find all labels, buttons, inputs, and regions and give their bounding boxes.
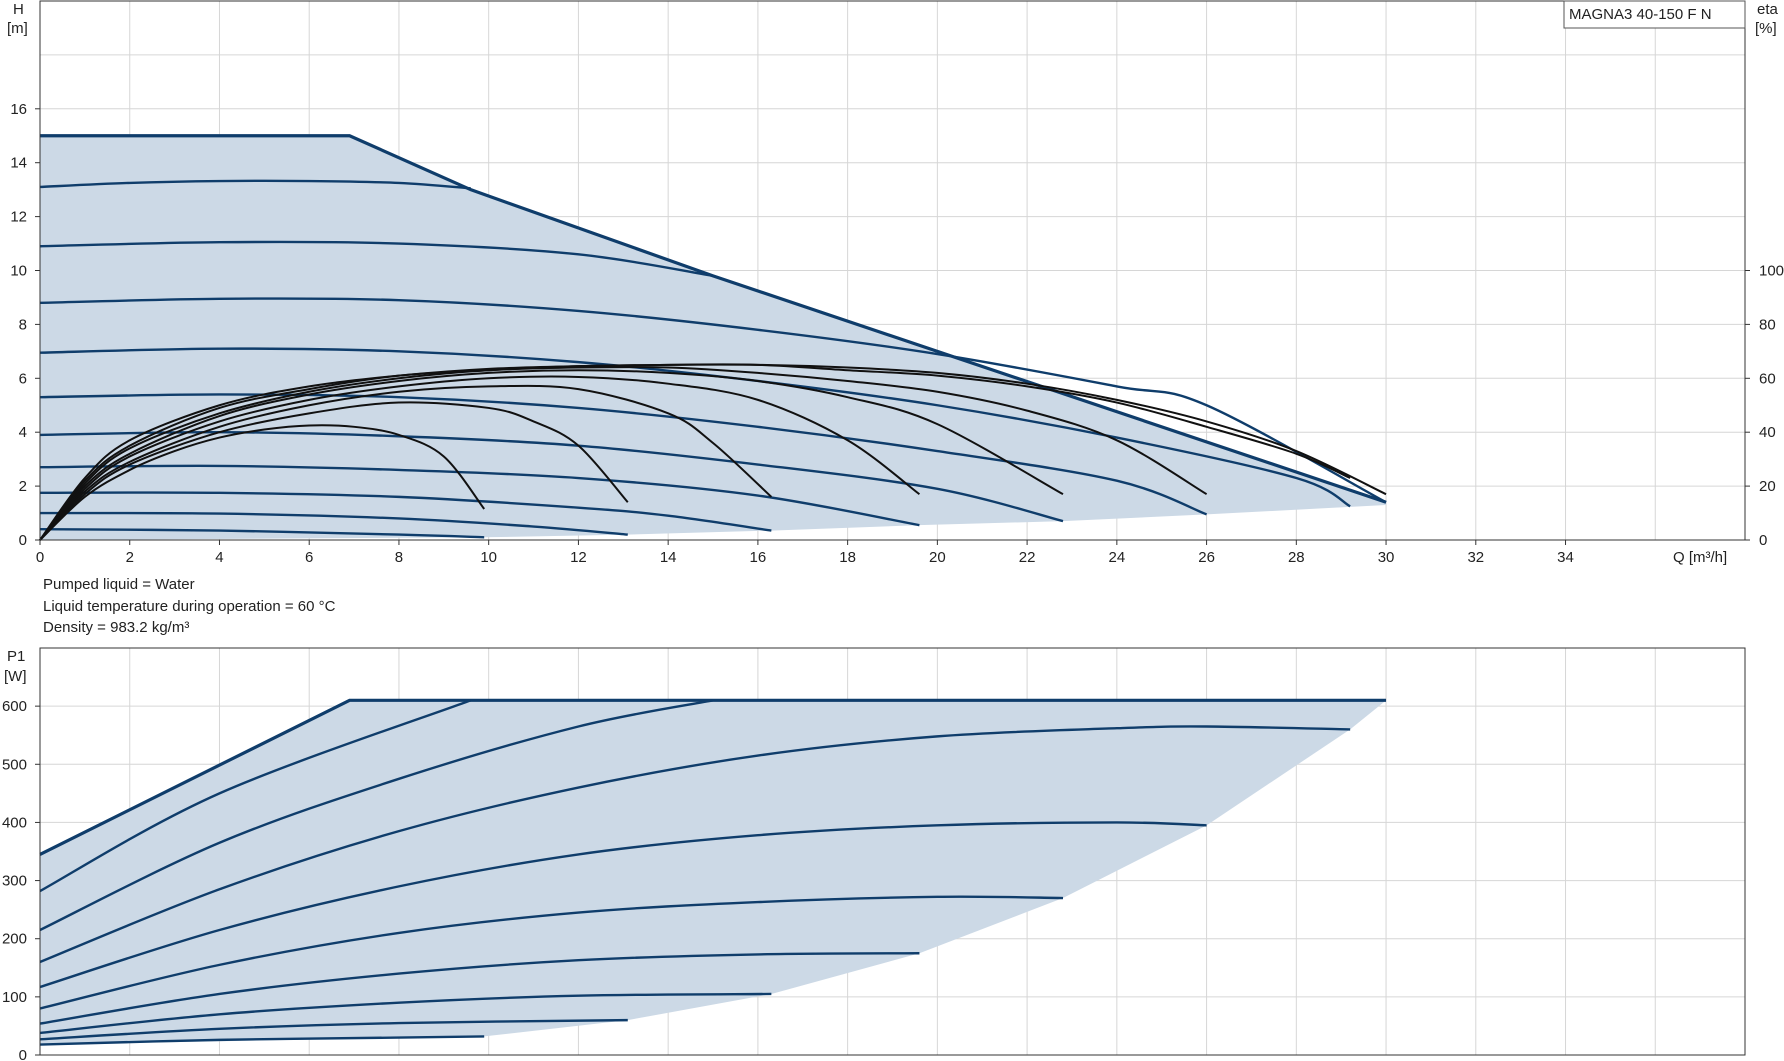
flow-tick-label: 6 — [305, 549, 313, 566]
power-axis-unit: [W] — [4, 668, 27, 685]
head-operating-envelope — [40, 135, 1387, 540]
efficiency-curve-3 — [39, 375, 921, 541]
flow-tick-label: 32 — [1467, 549, 1484, 566]
power-tick-label: 200 — [2, 931, 27, 948]
efficiency-axis-unit: [%] — [1755, 20, 1777, 37]
flow-tick-label: 4 — [215, 549, 223, 566]
power-curve-4 — [39, 821, 1207, 989]
flow-tick-label: 30 — [1378, 549, 1395, 566]
power-operating-envelope — [40, 700, 1387, 1045]
head-curve-10 — [39, 528, 485, 539]
flow-tick-label: 8 — [395, 549, 403, 566]
head-tick-labels: 0 2 4 6 8 10 12 14 16 — [10, 101, 40, 549]
flow-tick-label: 16 — [750, 549, 767, 566]
head-tick-label: 6 — [19, 370, 27, 387]
flow-tick-label: 2 — [126, 549, 134, 566]
head-tick-label: 4 — [19, 424, 27, 441]
power-tick-labels: 0 100 200 300 400 500 600 — [2, 698, 40, 1061]
head-tick-label: 0 — [19, 532, 27, 549]
power-curve-9 — [39, 1035, 485, 1046]
head-curves — [39, 134, 1387, 539]
power-curve-7 — [39, 992, 772, 1035]
head-curve-5 — [39, 393, 1208, 516]
head-axis-label: H — [13, 1, 24, 18]
efficiency-tick-label: 60 — [1759, 370, 1776, 387]
flow-tick-label: 18 — [839, 549, 856, 566]
efficiency-curve-7 — [39, 363, 1387, 541]
power-tick-label: 400 — [2, 814, 27, 831]
efficiency-curve-0 — [39, 424, 485, 541]
power-curves — [39, 698, 1387, 1046]
efficiency-tick-label: 0 — [1759, 532, 1767, 549]
efficiency-axis-label: eta — [1757, 1, 1779, 18]
power-panel: 0 100 200 300 400 500 600 P1 [W] — [2, 647, 1746, 1061]
efficiency-tick-label: 80 — [1759, 316, 1776, 333]
flow-tick-label: 0 — [36, 549, 44, 566]
power-tick-label: 500 — [2, 756, 27, 773]
head-curve-7 — [39, 464, 920, 527]
head-curve-3 — [39, 297, 1387, 504]
efficiency-tick-label: 100 — [1759, 263, 1784, 280]
efficiency-tick-label: 40 — [1759, 424, 1776, 441]
power-curve-3 — [39, 725, 1351, 964]
flow-tick-label: 10 — [480, 549, 497, 566]
efficiency-curve-4 — [39, 369, 1064, 541]
head-tick-label: 10 — [10, 263, 27, 280]
power-tick-label: 300 — [2, 873, 27, 890]
head-tick-label: 14 — [10, 155, 27, 172]
head-tick-label: 12 — [10, 209, 27, 226]
power-curve-max — [39, 698, 1387, 856]
head-tick-label: 8 — [19, 316, 27, 333]
head-curve-2 — [39, 240, 714, 278]
head-curve-1 — [39, 179, 471, 190]
flow-tick-label: 22 — [1019, 549, 1036, 566]
head-curve-9 — [39, 511, 628, 536]
density-note: Density = 983.2 kg/m³ — [43, 619, 189, 636]
model-label: MAGNA3 40-150 F N — [1569, 6, 1712, 23]
head-axis-unit: [m] — [7, 20, 28, 37]
power-curve-5 — [39, 895, 1064, 1010]
efficiency-tick-labels: 0 20 40 60 80 100 — [1745, 263, 1784, 549]
power-plot-frame — [39, 647, 1746, 1056]
efficiency-curves — [39, 363, 1387, 541]
power-tick-label: 600 — [2, 698, 27, 715]
liquid-temperature-note: Liquid temperature during operation = 60… — [43, 598, 336, 615]
head-curve-8 — [39, 491, 772, 532]
flow-tick-label: 28 — [1288, 549, 1305, 566]
flow-axis-label: Q [m³/h] — [1673, 549, 1727, 566]
flow-tick-label: 12 — [570, 549, 587, 566]
flow-tick-label: 24 — [1108, 549, 1125, 566]
efficiency-curve-5 — [39, 366, 1208, 541]
operating-conditions: Pumped liquid = Water Liquid temperature… — [43, 576, 336, 636]
flow-tick-label: 26 — [1198, 549, 1215, 566]
flow-tick-label: 14 — [660, 549, 677, 566]
head-tick-label: 2 — [19, 478, 27, 495]
model-label-box — [1563, 0, 1746, 29]
power-axis-label: P1 — [7, 648, 25, 665]
power-curve-2 — [39, 699, 714, 932]
efficiency-curve-1 — [39, 401, 629, 541]
head-curve-max — [40, 134, 1387, 504]
power-tick-label: 100 — [2, 989, 27, 1006]
head-efficiency-panel: 0 2 4 6 8 10 12 14 16 18 20 22 24 26 28 30 32 34 02468101… — [7, 0, 1784, 566]
flow-tick-label: 20 — [929, 549, 946, 566]
power-tick-label: 0 — [19, 1047, 27, 1061]
power-curve-1 — [39, 699, 472, 893]
efficiency-curve-2 — [39, 384, 773, 541]
efficiency-tick-label: 20 — [1759, 478, 1776, 495]
power-curve-6 — [39, 952, 920, 1025]
flow-tick-labels: 0 2 4 6 8 10 12 14 16 18 20 22 24 26 28 30 32 34 — [36, 540, 1574, 566]
head-tick-label: 16 — [10, 101, 27, 118]
power-curve-8 — [39, 1018, 628, 1041]
pumped-liquid-note: Pumped liquid = Water — [43, 576, 195, 593]
flow-tick-label: 34 — [1557, 549, 1574, 566]
